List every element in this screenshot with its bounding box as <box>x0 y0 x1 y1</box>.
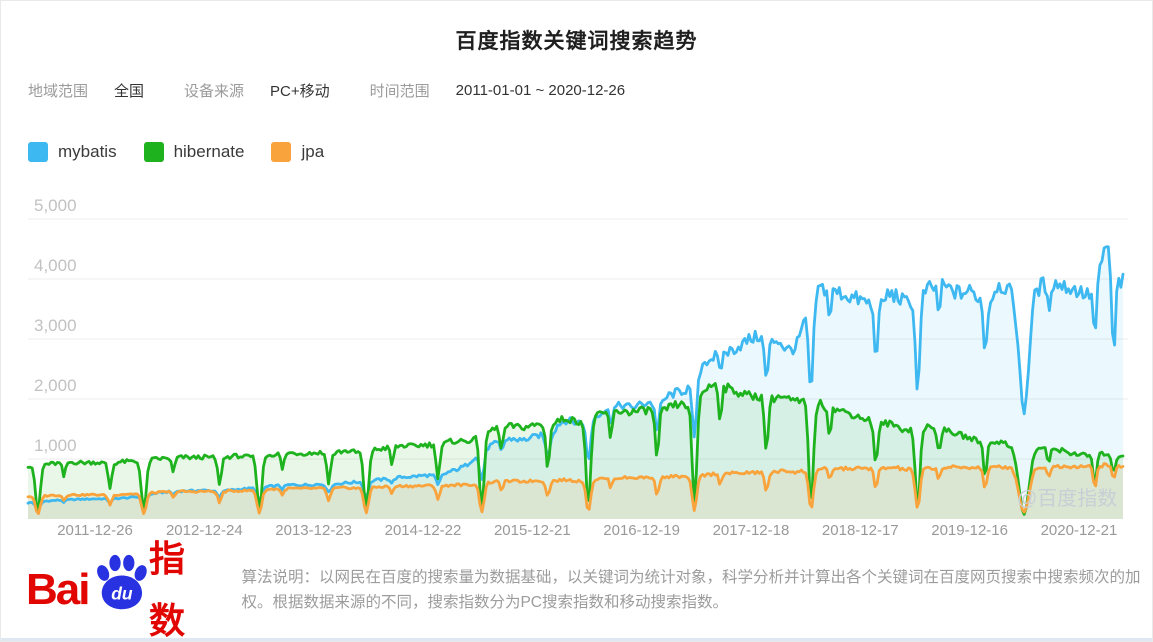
legend-label-mybatis: mybatis <box>58 142 117 161</box>
footer: Bai du 指数 算法说明：以网民在百度的搜索量为数据基础，以关键词为统计对象… <box>26 538 1152 641</box>
y-axis-label: 1,000 <box>34 436 77 455</box>
y-axis-label: 5,000 <box>34 196 77 215</box>
y-axis-label: 2,000 <box>34 376 77 395</box>
y-axis-label: 3,000 <box>34 316 77 335</box>
bottom-accent-bar <box>1 638 1152 641</box>
logo-text-zhishu: 指数 <box>149 538 186 641</box>
legend-item-hibernate[interactable]: hibernate <box>143 142 245 162</box>
x-axis-label: 2015-12-21 <box>493 522 571 539</box>
x-axis-label: 2019-12-16 <box>931 522 1008 539</box>
legend-item-mybatis[interactable]: mybatis <box>28 142 117 162</box>
filter-region-label: 地域范围 <box>28 83 89 100</box>
watermark: @百度指数 <box>1017 488 1118 510</box>
logo-text-du: du <box>112 583 134 603</box>
filter-timerange: 时间范围 2011-01-01 ~ 2020-12-26 <box>370 80 625 101</box>
filter-region-value: 全国 <box>114 83 145 100</box>
x-axis-label: 2011-12-26 <box>57 522 133 539</box>
x-axis-label: 2012-12-24 <box>165 522 243 539</box>
legend-swatch-mybatis <box>28 142 48 162</box>
x-axis-label: 2016-12-19 <box>603 522 680 539</box>
x-axis-label: 2020-12-21 <box>1040 522 1118 539</box>
page-title: 百度指数关键词搜索趋势 <box>455 30 698 53</box>
filter-region: 地域范围 全国 <box>28 80 144 101</box>
algorithm-note: 算法说明：以网民在百度的搜索量为数据基础，以关键词为统计对象，科学分析并计算出各… <box>241 569 1141 611</box>
filter-device-value: PC+移动 <box>270 83 330 100</box>
baidu-index-logo: Bai du 指数 <box>26 538 219 641</box>
legend-label-hibernate: hibernate <box>173 142 245 161</box>
chart-legend: mybatis hibernate jpa <box>28 142 324 162</box>
filter-timerange-value: 2011-01-01 ~ 2020-12-26 <box>455 82 626 99</box>
x-axis-label: 2014-12-22 <box>384 522 462 539</box>
legend-item-jpa[interactable]: jpa <box>271 142 324 162</box>
logo-text-bai: Bai <box>26 565 91 614</box>
filter-device: 设备来源 PC+移动 <box>184 80 330 101</box>
filter-timerange-label: 时间范围 <box>369 83 430 100</box>
x-axis-label: 2013-12-23 <box>275 522 353 539</box>
x-axis-label: 2018-12-17 <box>821 522 899 539</box>
filter-device-label: 设备来源 <box>184 83 245 100</box>
filter-bar: 地域范围 全国 设备来源 PC+移动 时间范围 2011-01-01 ~ 202… <box>28 80 625 101</box>
legend-swatch-hibernate <box>143 142 164 162</box>
y-axis-label: 4,000 <box>34 256 77 275</box>
x-axis-label: 2017-12-18 <box>712 522 790 539</box>
legend-swatch-jpa <box>271 142 292 162</box>
legend-label-jpa: jpa <box>301 142 325 161</box>
baidu-paw-icon: du <box>97 554 148 610</box>
